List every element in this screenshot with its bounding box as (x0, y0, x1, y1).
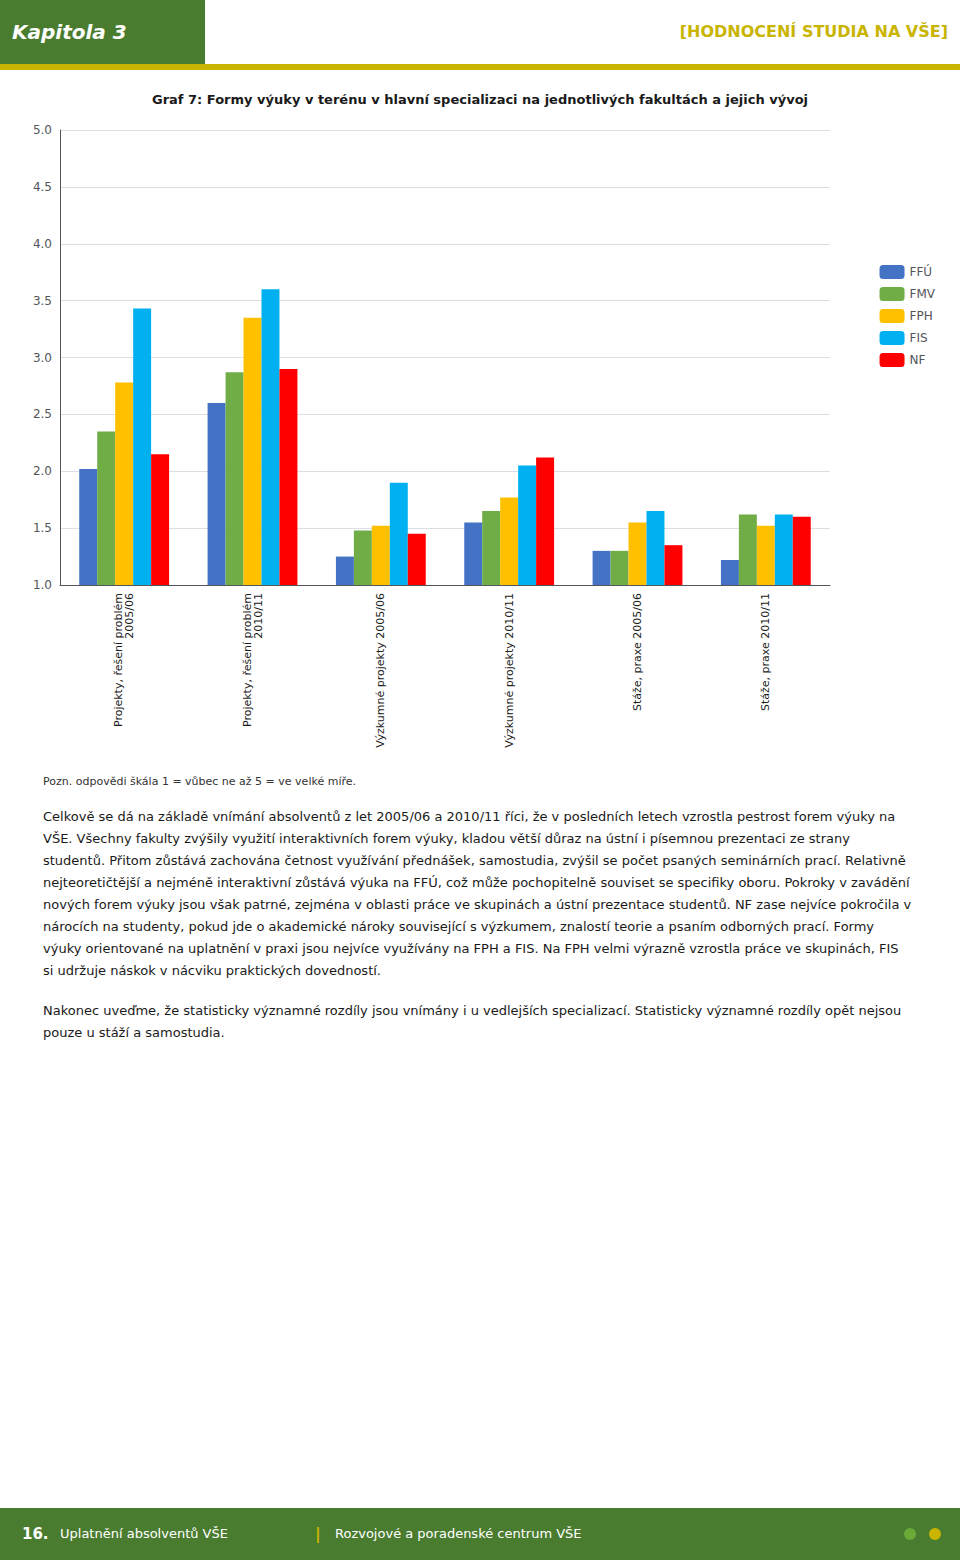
svg-text:FFÚ: FFÚ (910, 264, 933, 279)
svg-text:FPH: FPH (910, 309, 933, 323)
html-text:16.: 16. (22, 1525, 49, 1543)
html-text:Nakonec uveďme, že statisticky: Nakonec uveďme, že statisticky významné … (43, 1003, 902, 1040)
svg-text:2005/06: 2005/06 (123, 593, 136, 639)
html-text:Celkově se dá na základě vnímá: Celkově se dá na základě vnímání absolve… (43, 809, 912, 978)
svg-text:3.5: 3.5 (33, 294, 52, 308)
svg-text:FIS: FIS (910, 331, 928, 345)
svg-text:Výzkumné projekty 2010/11: Výzkumné projekty 2010/11 (503, 593, 516, 748)
svg-text:1.5: 1.5 (33, 521, 52, 535)
svg-text:NF: NF (910, 353, 926, 367)
svg-text:FMV: FMV (910, 287, 936, 301)
svg-text:Stáže, praxe 2010/11: Stáže, praxe 2010/11 (759, 593, 772, 711)
svg-text:Projekty, řešení problém: Projekty, řešení problém (240, 593, 254, 727)
svg-text:5.0: 5.0 (33, 123, 52, 137)
svg-text:Stáže, praxe 2005/06: Stáže, praxe 2005/06 (631, 593, 644, 711)
html-text:Uplatnění absolventů VŠE: Uplatnění absolventů VŠE (60, 1526, 228, 1541)
html-text:Pozn. odpovědi škála 1 = vůbec: Pozn. odpovědi škála 1 = vůbec ne až 5 =… (43, 775, 356, 788)
svg-text:2010/11: 2010/11 (252, 593, 265, 639)
svg-text:Graf 7: Formy výuky v terénu v: Graf 7: Formy výuky v terénu v hlavní sp… (152, 92, 808, 107)
svg-text:4.5: 4.5 (33, 180, 52, 194)
html-text:Kapitola 3: Kapitola 3 (12, 20, 127, 44)
svg-text:Projekty, řešení problém: Projekty, řešení problém (112, 593, 126, 727)
svg-text:3.0: 3.0 (33, 351, 52, 365)
svg-text:2.5: 2.5 (33, 407, 52, 421)
svg-text:1.0: 1.0 (33, 578, 52, 592)
svg-text:2.0: 2.0 (33, 464, 52, 478)
svg-text:Výzkumné projekty 2005/06: Výzkumné projekty 2005/06 (374, 593, 387, 748)
html-text:Rozvojové a poradenské centrum: Rozvojové a poradenské centrum VŠE (335, 1526, 582, 1541)
html-text:[HODNOCENÍ STUDIA NA VŠE]: [HODNOCENÍ STUDIA NA VŠE] (679, 22, 948, 41)
svg-text:4.0: 4.0 (33, 237, 52, 251)
